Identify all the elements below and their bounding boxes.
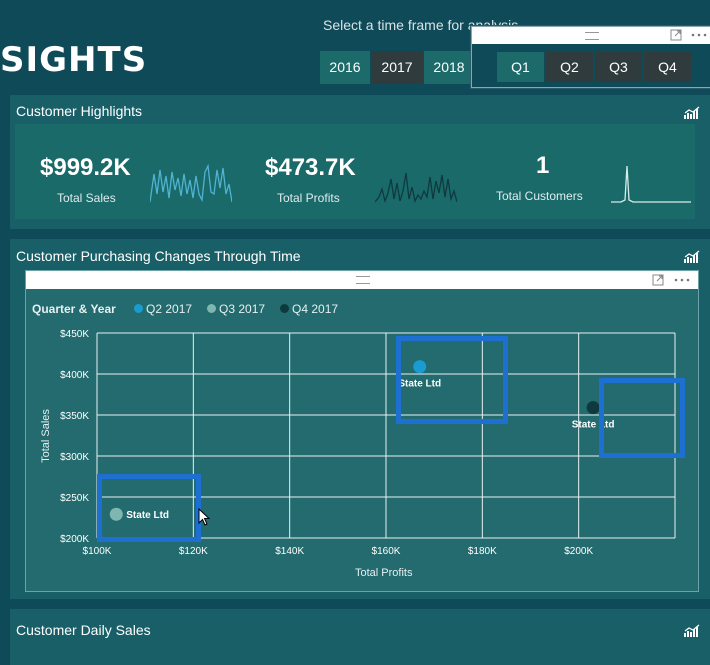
x-tick-label: $160K — [372, 546, 401, 557]
quarter-button-q1[interactable]: Q1 — [497, 52, 544, 82]
kpi-card: $999.2K Total Sales $473.7K Total Profit… — [15, 124, 695, 219]
legend-swatch-q2 — [134, 304, 143, 313]
sales-sparkline — [150, 164, 232, 203]
chart-icon[interactable] — [684, 250, 700, 264]
total-customers-label: Total Customers — [496, 189, 583, 203]
quarter-button-q3[interactable]: Q3 — [595, 52, 642, 82]
grip-icon[interactable] — [585, 32, 599, 40]
legend-label-q2[interactable]: Q2 2017 — [146, 302, 193, 316]
y-tick-label: $300K — [60, 452, 89, 463]
timeframe-label: Select a time frame for analysis — [323, 17, 519, 33]
year-button-2017[interactable]: 2017 — [370, 50, 424, 85]
legend-swatch-q4 — [280, 304, 289, 313]
customers-sparkline — [611, 165, 691, 203]
quarter-slicer: Q1 Q2 Q3 Q4 — [471, 26, 710, 88]
y-tick-label: $450K — [60, 329, 89, 340]
legend-title: Quarter & Year — [32, 302, 116, 316]
x-tick-label: $200K — [564, 546, 593, 557]
total-profits-value: $473.7K — [265, 154, 356, 181]
y-tick-label: $350K — [60, 411, 89, 422]
y-tick-label: $400K — [60, 370, 89, 381]
legend-label-q3[interactable]: Q3 2017 — [219, 302, 266, 316]
data-point-q2-2017[interactable] — [413, 360, 427, 374]
total-sales-label: Total Sales — [57, 191, 116, 205]
data-label: State Ltd — [398, 379, 441, 390]
data-point-q4-2017[interactable] — [586, 401, 600, 415]
legend-swatch-q3 — [207, 304, 216, 313]
purchasing-title: Customer Purchasing Changes Through Time — [16, 248, 301, 264]
daily-section: Customer Daily Sales — [10, 609, 710, 665]
visual-header-bar — [26, 271, 698, 289]
quarter-button-q2[interactable]: Q2 — [546, 52, 593, 82]
year-button-2016[interactable]: 2016 — [319, 50, 371, 85]
profits-sparkline — [375, 172, 457, 204]
data-point-q3-2017[interactable] — [109, 507, 123, 521]
x-tick-label: $120K — [179, 546, 208, 557]
daily-title: Customer Daily Sales — [16, 622, 151, 638]
more-icon[interactable] — [691, 31, 707, 39]
more-icon[interactable] — [674, 276, 690, 284]
x-tick-label: $180K — [468, 546, 497, 557]
highlight-box-q3 — [97, 474, 201, 542]
expand-icon[interactable] — [652, 274, 664, 286]
page-title: SIGHTS — [0, 40, 148, 80]
x-axis-title: Total Profits — [355, 567, 413, 579]
total-sales-value: $999.2K — [40, 154, 131, 181]
highlight-box-q2 — [396, 336, 508, 424]
total-customers-value: 1 — [536, 152, 550, 179]
quarter-button-q4[interactable]: Q4 — [644, 52, 691, 82]
data-label: State Ltd — [572, 420, 615, 431]
chart-icon[interactable] — [684, 624, 700, 638]
cursor-icon — [198, 508, 211, 526]
expand-icon[interactable] — [670, 29, 682, 41]
legend-label-q4[interactable]: Q4 2017 — [292, 302, 339, 316]
grip-icon[interactable] — [356, 276, 370, 284]
highlight-box-q4 — [599, 378, 685, 458]
highlights-section: Customer Highlights $999.2K Total Sales … — [10, 95, 710, 229]
x-tick-label: $140K — [275, 546, 304, 557]
total-profits-label: Total Profits — [277, 191, 340, 205]
y-tick-label: $250K — [60, 493, 89, 504]
y-tick-label: $200K — [60, 534, 89, 545]
highlights-title: Customer Highlights — [16, 103, 143, 119]
x-tick-label: $100K — [83, 546, 112, 557]
chart-icon[interactable] — [684, 106, 700, 120]
data-label: State Ltd — [126, 510, 169, 521]
slicer-header-bar — [472, 27, 710, 44]
